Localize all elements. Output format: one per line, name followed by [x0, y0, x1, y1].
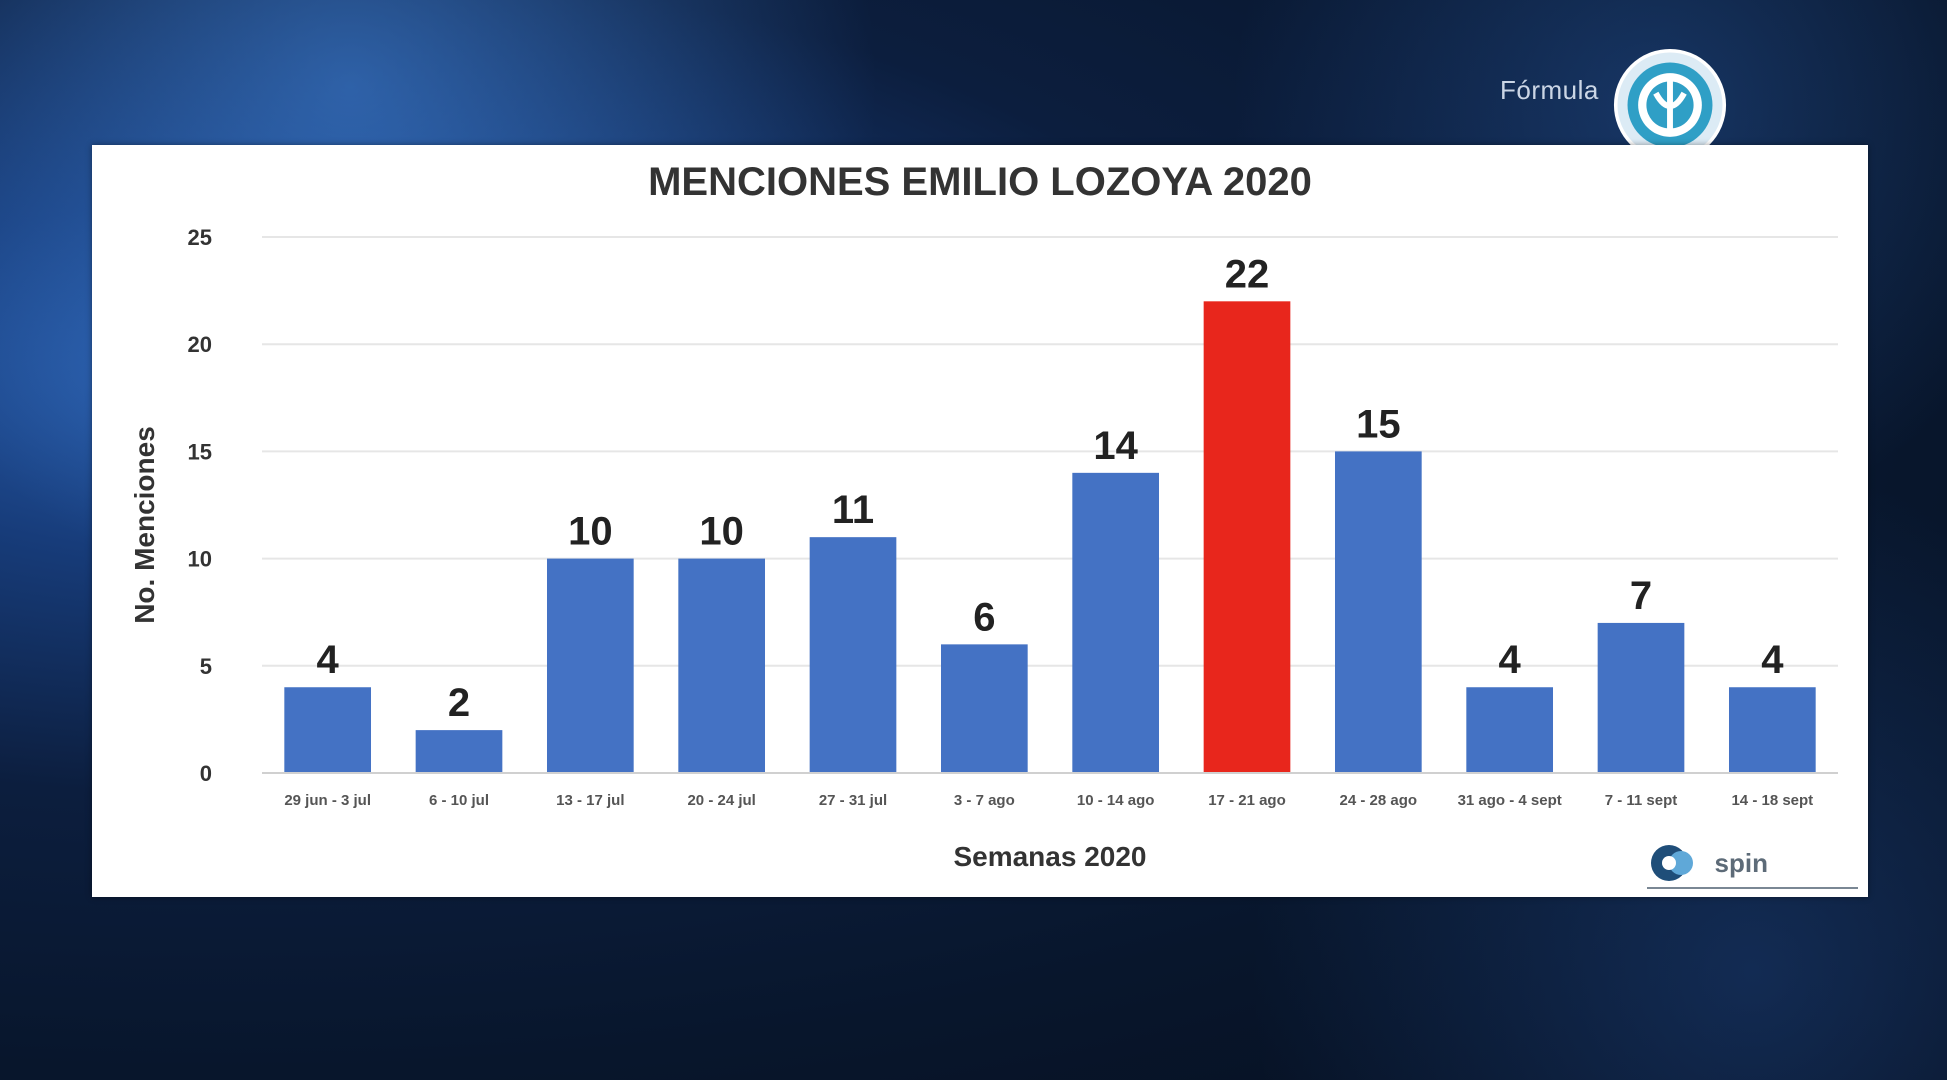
bar [1334, 451, 1422, 773]
bar [1072, 472, 1160, 773]
x-tick-label: 10 - 14 ago [1077, 792, 1155, 809]
data-label: 15 [1356, 402, 1401, 446]
data-label: 14 [1093, 424, 1138, 468]
bar-chart: MENCIONES EMILIO LOZOYA 2020 0 5 10 15 20 25 No… [129, 160, 1838, 872]
bar [940, 644, 1028, 773]
chart-panel: MENCIONES EMILIO LOZOYA 2020 0 5 10 15 20 25 No… [92, 145, 1868, 897]
chart-title: MENCIONES EMILIO LOZOYA 2020 [648, 160, 1312, 204]
y-tick-label: 0 [200, 761, 212, 786]
x-tick-label: 20 - 24 jul [687, 792, 755, 809]
broadcaster-name: Fórmula [1500, 74, 1599, 105]
x-tick-label: 3 - 7 ago [954, 792, 1015, 809]
y-tick-label: 20 [188, 332, 212, 357]
data-label: 10 [699, 510, 744, 554]
y-tick-label: 5 [200, 654, 212, 679]
data-label: 6 [973, 595, 995, 639]
bar [415, 730, 503, 773]
data-label: 10 [568, 510, 613, 554]
y-tick-label: 15 [188, 439, 212, 464]
bar [1203, 301, 1291, 773]
data-label: 2 [448, 681, 470, 725]
data-label: 22 [1225, 252, 1270, 296]
bar [1728, 687, 1816, 773]
source-brand: spin [1646, 841, 1858, 889]
spin-logo-icon [1650, 845, 1693, 881]
x-tick-label: 7 - 11 sept [1605, 792, 1678, 809]
y-tick-label: 25 [188, 225, 212, 250]
radio-formula-logo-icon [1613, 48, 1726, 162]
x-tick-label: 6 - 10 jul [429, 792, 489, 809]
y-axis-label: No. Menciones [129, 426, 160, 624]
x-tick-label: 24 - 28 ago [1340, 792, 1418, 809]
x-tick-label: 14 - 18 sept [1731, 792, 1813, 809]
x-tick-label: 13 - 17 jul [556, 792, 624, 809]
bar [809, 537, 897, 773]
source-name: spin [1714, 847, 1768, 878]
bar [1597, 622, 1685, 773]
data-label: 4 [1499, 638, 1522, 682]
data-label: 4 [1761, 638, 1784, 682]
data-label: 7 [1630, 574, 1652, 618]
y-tick-label: 10 [188, 547, 212, 572]
bar [284, 687, 372, 773]
x-tick-label: 31 ago - 4 sept [1458, 792, 1562, 809]
bar [546, 558, 634, 773]
data-label: 11 [832, 488, 874, 532]
data-label: 4 [317, 638, 340, 682]
bar [1466, 687, 1554, 773]
x-tick-label: 29 jun - 3 jul [284, 792, 371, 809]
bar [678, 558, 766, 773]
x-axis-label: Semanas 2020 [953, 841, 1146, 872]
x-tick-label: 17 - 21 ago [1208, 792, 1286, 809]
broadcaster-brand: Fórmula [1500, 48, 1729, 162]
x-tick-label: 27 - 31 jul [819, 792, 887, 809]
